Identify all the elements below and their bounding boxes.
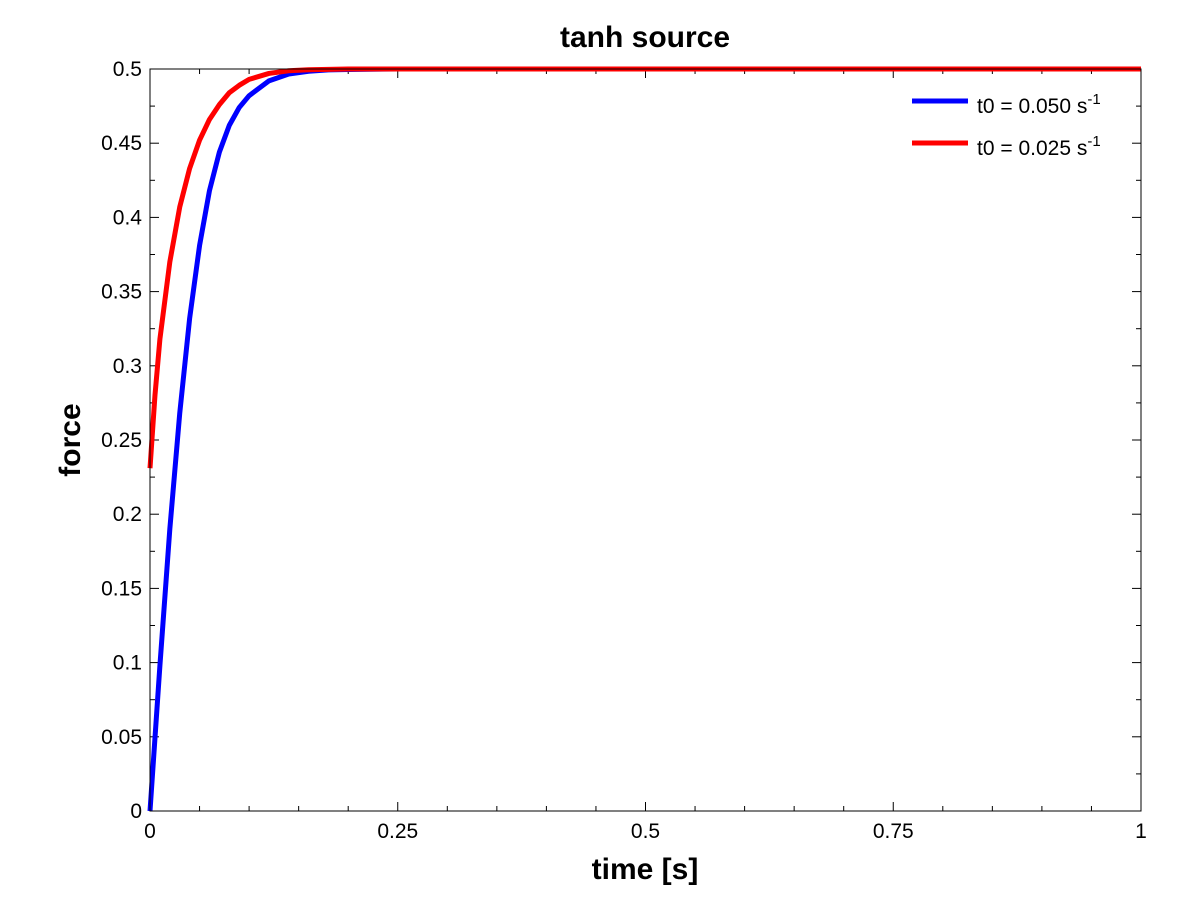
legend: t0 = 0.050 s-1t0 = 0.025 s-1 [912,91,1101,160]
y-tick-label: 0.15 [101,577,142,600]
y-axis-title: force [54,403,87,476]
x-tick-label: 0 [144,820,156,843]
legend-label-text: t0 = 0.025 s [977,137,1087,160]
y-tick-label: 0 [130,800,142,823]
x-axis-title: time [s] [592,853,699,886]
y-tick-label: 0.4 [113,206,143,229]
x-tick-label: 1 [1135,820,1147,843]
tick-labels-layer: 0 0.25 0.5 0.75 1 0 0.05 0.1 0.15 0.2 0.25 0.3 0.35 0… [101,58,1147,843]
y-tick-label: 0.1 [113,652,142,675]
y-tick-label: 0.2 [113,503,142,526]
plot-frame [149,68,1142,812]
legend-label-text: t0 = 0.050 s [977,95,1087,118]
legend-label-2: t0 = 0.025 s-1 [977,133,1101,160]
chart-title: tanh source [560,21,730,54]
y-tick-label: 0.25 [101,429,142,452]
legend-label-superscript: -1 [1087,133,1100,150]
y-tick-label: 0.35 [101,281,142,304]
y-tick-label: 0.05 [101,726,142,749]
y-tick-label: 0.5 [113,58,142,81]
x-tick-label: 0.75 [873,820,914,843]
x-tick-label: 0.5 [631,820,660,843]
x-tick-label: 0.25 [377,820,418,843]
legend-label-superscript: -1 [1087,91,1100,108]
legend-label-1: t0 = 0.050 s-1 [977,91,1101,118]
y-tick-label: 0.45 [101,132,142,155]
y-tick-label: 0.3 [113,355,142,378]
